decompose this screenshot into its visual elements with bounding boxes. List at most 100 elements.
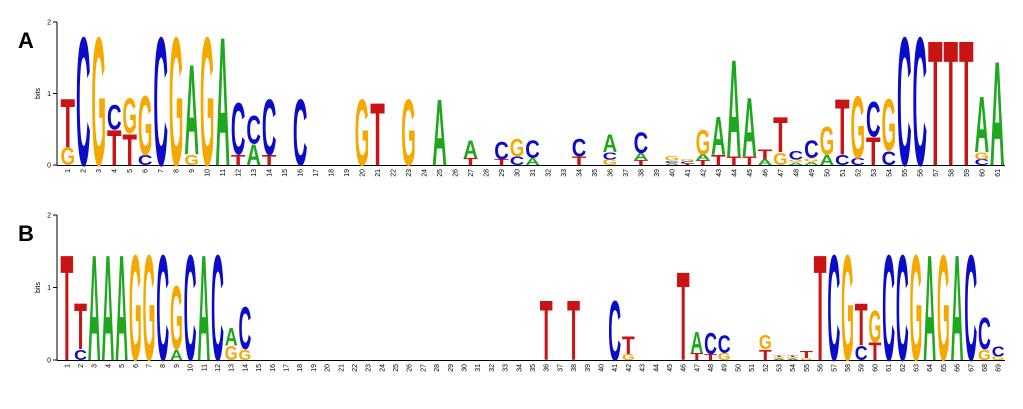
letter: C: [76, 0, 91, 205]
letter: C: [827, 223, 840, 392]
x-tick-label: 52: [763, 364, 770, 372]
letter: T: [696, 159, 713, 167]
x-tick-label: 31: [530, 169, 537, 177]
x-tick-label: 54: [790, 364, 797, 372]
x-tick-label: 13: [229, 364, 236, 372]
x-tick-label: 22: [391, 169, 398, 177]
x-tick-label: 49: [809, 169, 816, 177]
letter: T: [463, 157, 478, 168]
x-tick-label: 15: [282, 169, 289, 177]
letter: T: [572, 155, 587, 168]
x-tick-label: 61: [886, 364, 893, 372]
x-tick-label: 14: [242, 364, 249, 372]
letter: T: [60, 84, 75, 162]
x-tick-label: 50: [735, 364, 742, 372]
x-tick-label: 47: [778, 169, 785, 177]
y-tick-label: 0: [47, 163, 51, 170]
letter: C: [238, 296, 251, 363]
letter: G: [184, 152, 199, 168]
letter: T: [231, 152, 246, 168]
letter: A: [215, 0, 230, 205]
x-tick-label: 10: [188, 364, 195, 372]
x-tick-label: 43: [640, 364, 647, 372]
x-tick-label: 44: [653, 364, 660, 372]
letter: T: [370, 85, 385, 185]
y-axis-label: bits: [35, 88, 42, 99]
x-tick-label: 47: [694, 364, 701, 372]
letter: C: [525, 137, 540, 165]
x-tick-label: 18: [297, 364, 304, 372]
letter: C: [789, 150, 804, 163]
x-tick-label: 17: [313, 169, 320, 177]
x-tick-label: 22: [352, 364, 359, 372]
x-tick-label: 45: [667, 364, 674, 372]
letter: A: [115, 223, 128, 392]
letter: C: [978, 308, 991, 359]
letter: G: [122, 88, 137, 143]
letter: T: [855, 292, 868, 359]
x-tick-label: 1: [65, 169, 72, 173]
letter: G: [773, 150, 788, 170]
x-tick-label: 25: [393, 364, 400, 372]
letter: C: [835, 152, 850, 168]
letter: G: [510, 135, 525, 163]
letter: G: [868, 300, 881, 351]
letter: T: [786, 355, 801, 358]
letter: C: [494, 138, 509, 166]
letter: A: [432, 81, 447, 186]
letter: C: [680, 161, 696, 165]
y-tick-label: 1: [47, 285, 51, 292]
x-tick-label: 39: [585, 364, 592, 372]
letter: C: [882, 223, 895, 392]
x-tick-label: 59: [964, 169, 971, 177]
x-tick-label: 6: [133, 364, 140, 368]
x-tick-label: 35: [530, 364, 537, 372]
letter: G: [773, 357, 787, 360]
x-tick-label: 2: [81, 169, 88, 173]
letter: C: [510, 155, 525, 168]
y-tick-label: 0: [47, 358, 51, 365]
x-tick-label: 1: [64, 364, 71, 368]
letter: C: [603, 151, 618, 162]
x-tick-label: 55: [804, 364, 811, 372]
x-tick-label: 40: [669, 169, 676, 177]
x-tick-label: 31: [475, 364, 482, 372]
x-tick-label: 48: [708, 364, 715, 372]
x-tick-label: 36: [607, 169, 614, 177]
letter: C: [138, 152, 153, 168]
x-tick-label: 59: [859, 364, 866, 372]
x-tick-label: 35: [592, 169, 599, 177]
y-axis-label: bits: [35, 282, 42, 293]
x-tick-label: 53: [871, 169, 878, 177]
x-tick-label: 7: [158, 169, 165, 173]
letter: G: [603, 158, 618, 167]
letter: A: [690, 326, 703, 360]
panel-label: A: [18, 28, 34, 53]
letter: G: [978, 346, 991, 364]
letter: T: [711, 152, 726, 168]
x-tick-label: 44: [731, 169, 738, 177]
letter: G: [786, 357, 800, 360]
x-tick-label: 67: [968, 364, 975, 372]
x-tick-label: 4: [112, 169, 119, 173]
x-tick-label: 58: [948, 169, 955, 177]
x-tick-label: 23: [366, 364, 373, 372]
x-tick-label: 42: [626, 364, 633, 372]
letter: T: [727, 155, 742, 168]
x-tick-label: 33: [561, 169, 568, 177]
letter: T: [759, 346, 772, 364]
letter: A: [634, 152, 649, 163]
x-tick-label: 29: [499, 169, 506, 177]
x-tick-label: 3: [96, 169, 103, 173]
x-tick-label: 38: [571, 364, 578, 372]
letter: A: [804, 161, 819, 167]
letter: C: [964, 223, 977, 392]
x-tick-label: 30: [462, 364, 469, 372]
x-tick-label: 41: [685, 169, 692, 177]
letter: C: [184, 223, 197, 392]
letter: C: [866, 92, 881, 147]
letter: C: [992, 342, 1005, 360]
letter: C: [572, 135, 587, 163]
letter: G: [143, 223, 156, 392]
x-tick-label: 7: [147, 364, 154, 368]
